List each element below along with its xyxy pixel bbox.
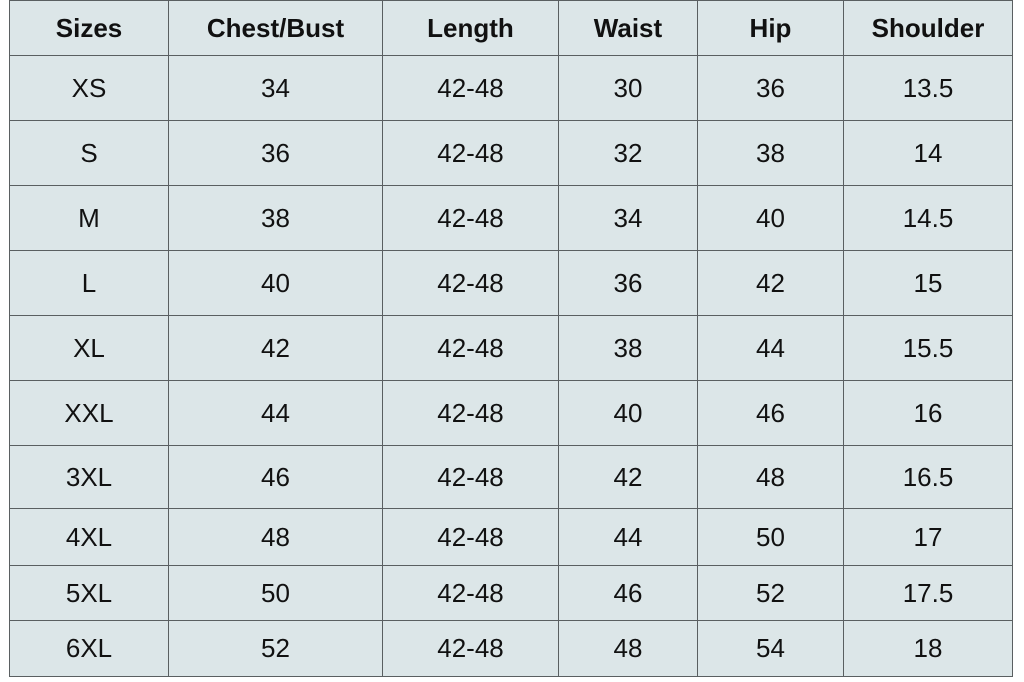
measurement-cell: 42-48: [382, 250, 559, 316]
column-header: Hip: [697, 0, 844, 56]
measurement-cell: 48: [168, 508, 383, 566]
measurement-cell: 40: [168, 250, 383, 316]
column-header: Shoulder: [843, 0, 1013, 56]
measurement-cell: 15.5: [843, 315, 1013, 381]
table-row: XL 42 42-48 38 44 15.5: [9, 315, 1013, 381]
size-label: 4XL: [9, 508, 169, 566]
measurement-cell: 42: [168, 315, 383, 381]
size-label: L: [9, 250, 169, 316]
measurement-cell: 17.5: [843, 565, 1013, 621]
measurement-cell: 14.5: [843, 185, 1013, 251]
measurement-cell: 52: [168, 620, 383, 677]
measurement-cell: 42-48: [382, 185, 559, 251]
measurement-cell: 17: [843, 508, 1013, 566]
measurement-cell: 46: [697, 380, 844, 446]
measurement-cell: 42-48: [382, 120, 559, 186]
header-row: Sizes Chest/Bust Length Waist Hip Shoulder: [9, 0, 1013, 56]
measurement-cell: 42: [558, 445, 698, 509]
measurement-cell: 40: [558, 380, 698, 446]
size-label: 3XL: [9, 445, 169, 509]
table-row: XS 34 42-48 30 36 13.5: [9, 55, 1013, 121]
measurement-cell: 34: [168, 55, 383, 121]
measurement-cell: 38: [558, 315, 698, 381]
size-label: M: [9, 185, 169, 251]
table-row: 4XL 48 42-48 44 50 17: [9, 508, 1013, 566]
column-header: Sizes: [9, 0, 169, 56]
table-row: 3XL 46 42-48 42 48 16.5: [9, 445, 1013, 509]
measurement-cell: 36: [168, 120, 383, 186]
measurement-cell: 32: [558, 120, 698, 186]
measurement-cell: 46: [168, 445, 383, 509]
measurement-cell: 42-48: [382, 445, 559, 509]
column-header: Waist: [558, 0, 698, 56]
measurement-cell: 40: [697, 185, 844, 251]
size-label: XXL: [9, 380, 169, 446]
measurement-cell: 16: [843, 380, 1013, 446]
table-row: XXL 44 42-48 40 46 16: [9, 380, 1013, 446]
measurement-cell: 44: [697, 315, 844, 381]
measurement-cell: 42-48: [382, 55, 559, 121]
size-label: XL: [9, 315, 169, 381]
table-row: M 38 42-48 34 40 14.5: [9, 185, 1013, 251]
column-header: Length: [382, 0, 559, 56]
measurement-cell: 38: [697, 120, 844, 186]
table-row: 6XL 52 42-48 48 54 18: [9, 620, 1013, 677]
measurement-cell: 30: [558, 55, 698, 121]
measurement-cell: 46: [558, 565, 698, 621]
measurement-cell: 38: [168, 185, 383, 251]
measurement-cell: 34: [558, 185, 698, 251]
measurement-cell: 44: [558, 508, 698, 566]
measurement-cell: 42: [697, 250, 844, 316]
measurement-cell: 42-48: [382, 315, 559, 381]
measurement-cell: 48: [697, 445, 844, 509]
measurement-cell: 52: [697, 565, 844, 621]
size-chart-table: Sizes Chest/Bust Length Waist Hip Shoulder XS…: [9, 0, 1013, 677]
measurement-cell: 16.5: [843, 445, 1013, 509]
measurement-cell: 13.5: [843, 55, 1013, 121]
size-label: 5XL: [9, 565, 169, 621]
column-header: Chest/Bust: [168, 0, 383, 56]
measurement-cell: 36: [558, 250, 698, 316]
measurement-cell: 42-48: [382, 620, 559, 677]
measurement-cell: 18: [843, 620, 1013, 677]
measurement-cell: 44: [168, 380, 383, 446]
measurement-cell: 42-48: [382, 565, 559, 621]
table-row: L 40 42-48 36 42 15: [9, 250, 1013, 316]
measurement-cell: 54: [697, 620, 844, 677]
measurement-cell: 42-48: [382, 380, 559, 446]
size-label: XS: [9, 55, 169, 121]
measurement-cell: 50: [168, 565, 383, 621]
measurement-cell: 36: [697, 55, 844, 121]
size-label: S: [9, 120, 169, 186]
measurement-cell: 42-48: [382, 508, 559, 566]
measurement-cell: 14: [843, 120, 1013, 186]
table-row: S 36 42-48 32 38 14: [9, 120, 1013, 186]
measurement-cell: 15: [843, 250, 1013, 316]
table-row: 5XL 50 42-48 46 52 17.5: [9, 565, 1013, 621]
measurement-cell: 48: [558, 620, 698, 677]
size-label: 6XL: [9, 620, 169, 677]
measurement-cell: 50: [697, 508, 844, 566]
